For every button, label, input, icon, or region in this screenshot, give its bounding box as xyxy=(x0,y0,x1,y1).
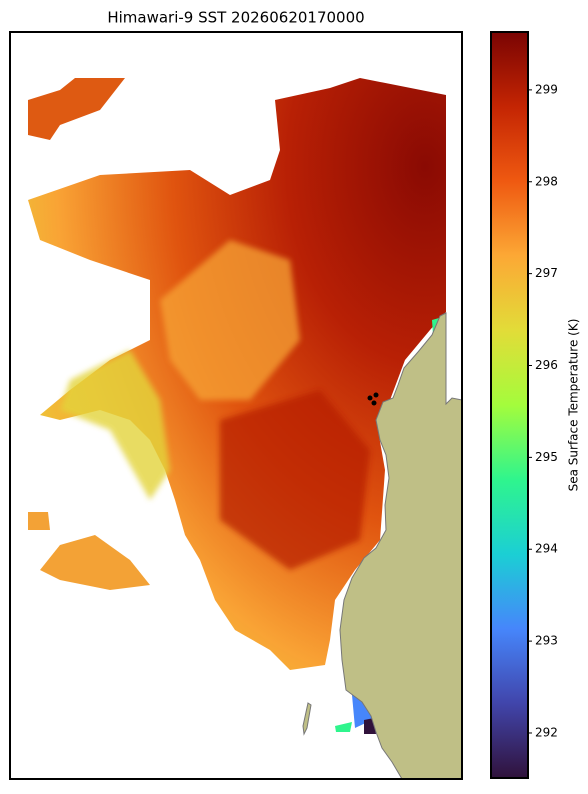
colorbar-tick-label: 298 xyxy=(535,174,558,188)
marker xyxy=(367,395,373,401)
sst-field xyxy=(335,722,352,732)
colorbar-tick-label: 297 xyxy=(535,266,558,280)
colorbar xyxy=(490,31,529,779)
marker xyxy=(373,392,379,398)
map-frame xyxy=(9,31,463,780)
sst-field xyxy=(28,512,50,530)
colorbar-tick-label: 293 xyxy=(535,634,558,648)
colorbar-tick-label: 296 xyxy=(535,358,558,372)
land xyxy=(302,702,312,736)
sst-field xyxy=(60,350,170,500)
sst-field xyxy=(28,78,125,140)
map-title: Himawari-9 SST 20260620170000 xyxy=(107,9,364,27)
sst-field xyxy=(160,240,300,400)
sst-field xyxy=(220,390,370,570)
marker xyxy=(371,400,377,406)
colorbar-ticks: 292 293 294 295 296 297 298 299 xyxy=(528,82,558,739)
map-area xyxy=(28,78,462,779)
colorbar-tick-label: 294 xyxy=(535,542,558,556)
colorbar-tick-label: 299 xyxy=(535,82,558,96)
land xyxy=(339,312,462,779)
colorbar-tick-label: 292 xyxy=(535,725,558,739)
colorbar-tick-label: 295 xyxy=(535,450,558,464)
sst-field xyxy=(40,535,150,590)
colorbar-label: Sea Surface Temperature (K) xyxy=(567,319,581,492)
